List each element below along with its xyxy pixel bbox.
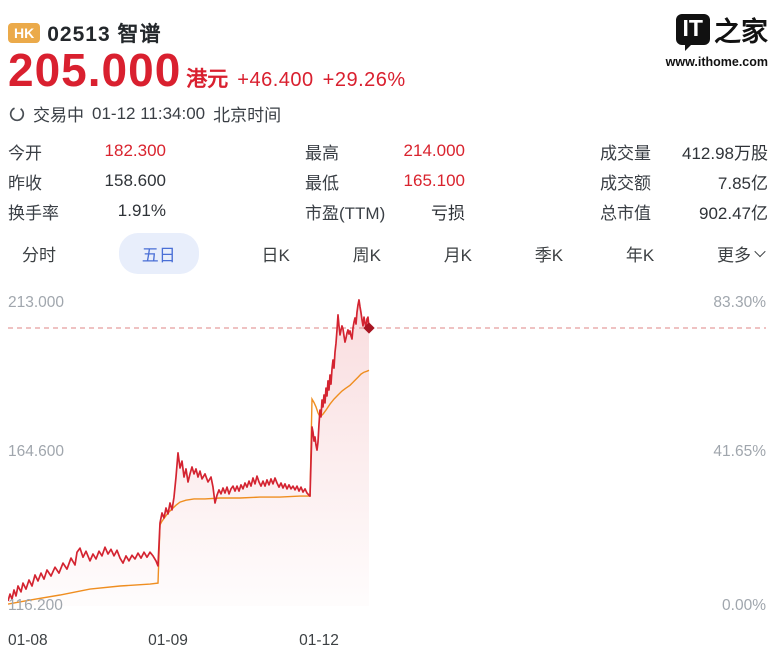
stat-value: 214.000 (403, 141, 465, 160)
stat-row: 今开 182.300 (8, 136, 166, 166)
stat-label: 今开 (8, 143, 42, 163)
y-axis-label-top: 213.000 (8, 294, 65, 311)
stat-row: 市盈(TTM) 亏损 (305, 196, 465, 226)
tab-label: 分时 (22, 245, 56, 265)
stat-value: 1.91% (117, 201, 166, 220)
pct-axis-label-mid: 41.65% (713, 443, 766, 460)
tab-日K[interactable]: 日K (262, 233, 290, 274)
tab-label: 季K (534, 245, 564, 265)
tab-label: 月K (443, 245, 473, 265)
tab-label: 年K (625, 245, 655, 265)
stat-row: 成交额 7.85亿 (600, 166, 768, 196)
five-day-chart[interactable]: 213.000 164.600 116.200 83.30% 41.65% 0.… (0, 292, 780, 662)
pct-axis-label-top: 83.30% (713, 294, 766, 311)
stat-column-2: 最高 214.000 最低 165.100 市盈(TTM) 亏损 (305, 136, 465, 226)
stat-value: 亏损 (431, 203, 465, 223)
quote-datetime: 01-12 11:34:00 (92, 103, 206, 123)
price-area-fill (8, 299, 369, 606)
tab-年K[interactable]: 年K (626, 233, 654, 274)
stat-value: 158.600 (104, 171, 166, 190)
ithome-logo-icon: IT (675, 13, 710, 52)
pct-axis-label-bottom: 0.00% (722, 597, 766, 614)
tab-季K[interactable]: 季K (535, 233, 563, 274)
tab-周K[interactable]: 周K (353, 233, 381, 274)
stat-column-3: 成交量 412.98万股成交额 7.85亿总市值 902.47亿 (600, 136, 768, 226)
tab-label: 日K (261, 245, 290, 265)
current-price: 205.000 (8, 44, 182, 96)
timezone-label: 北京时间 (213, 106, 282, 125)
stat-value: 902.47亿 (699, 203, 768, 223)
stat-value: 182.300 (104, 141, 166, 160)
chart-period-tabs: 分时 五日 日K 周K 月K 季K 年K 更多 (0, 232, 780, 274)
stat-row: 昨收 158.600 (8, 166, 166, 196)
chart-canvas[interactable] (8, 295, 766, 625)
stat-value: 412.98万股 (682, 143, 768, 163)
trading-status-row: 交易中 01-12 11:34:00 北京时间 (9, 101, 281, 126)
x-axis-label-0: 01-08 (8, 632, 48, 649)
stat-row: 总市值 902.47亿 (600, 196, 768, 226)
stat-label: 最低 (305, 173, 339, 193)
stat-value: 7.85亿 (717, 173, 768, 193)
market-badge: HK (8, 22, 41, 44)
ithome-watermark: IT 之家 www.ithome.com (666, 10, 768, 69)
trading-status: 交易中 (33, 106, 84, 125)
ithome-url: www.ithome.com (665, 55, 768, 69)
tab-label: 五日 (141, 245, 176, 265)
quote-stats-grid: 今开 182.300 昨收 158.600 换手率 1.91% 最高 214.000 最低 165… (0, 136, 780, 228)
price-change: +46.400 (237, 69, 314, 91)
stat-label: 成交量 (600, 143, 651, 163)
tab-更多[interactable]: 更多 (716, 233, 766, 274)
tab-五日[interactable]: 五日 (118, 232, 199, 274)
tab-label: 周K (352, 245, 381, 265)
tab-label: 更多 (716, 245, 751, 265)
stat-label: 换手率 (8, 203, 59, 223)
chevron-down-icon (754, 245, 766, 258)
price-line (8, 299, 370, 602)
currency-label: 港元 (186, 68, 229, 91)
stat-label: 成交额 (600, 173, 651, 193)
stat-row: 成交量 412.98万股 (600, 136, 768, 166)
stat-value: 165.100 (403, 171, 465, 190)
stat-label: 昨收 (8, 173, 42, 193)
stock-title: 02513 智谱 (47, 23, 162, 46)
trading-status-icon (9, 106, 25, 121)
price-row: 205.000 港元 +46.400 +29.26% (8, 44, 406, 96)
stat-row: 最高 214.000 (305, 136, 465, 166)
x-axis-label-2: 01-12 (299, 632, 339, 649)
stat-row: 最低 165.100 (305, 166, 465, 196)
x-axis-label-1: 01-09 (148, 632, 188, 649)
stock-header: HK 02513 智谱 (8, 18, 161, 48)
price-change-pct: +29.26% (322, 69, 406, 91)
ithome-logo-text: 之家 (714, 17, 768, 48)
tab-月K[interactable]: 月K (444, 233, 472, 274)
stat-label: 市盈(TTM) (305, 203, 386, 223)
stat-row: 换手率 1.91% (8, 196, 166, 226)
stat-column-1: 今开 182.300 昨收 158.600 换手率 1.91% (8, 136, 166, 226)
tab-分时[interactable]: 分时 (22, 233, 56, 274)
y-axis-label-mid: 164.600 (8, 443, 65, 460)
y-axis-label-bottom: 116.200 (8, 597, 63, 614)
stat-label: 总市值 (600, 203, 651, 223)
stat-label: 最高 (305, 143, 339, 163)
